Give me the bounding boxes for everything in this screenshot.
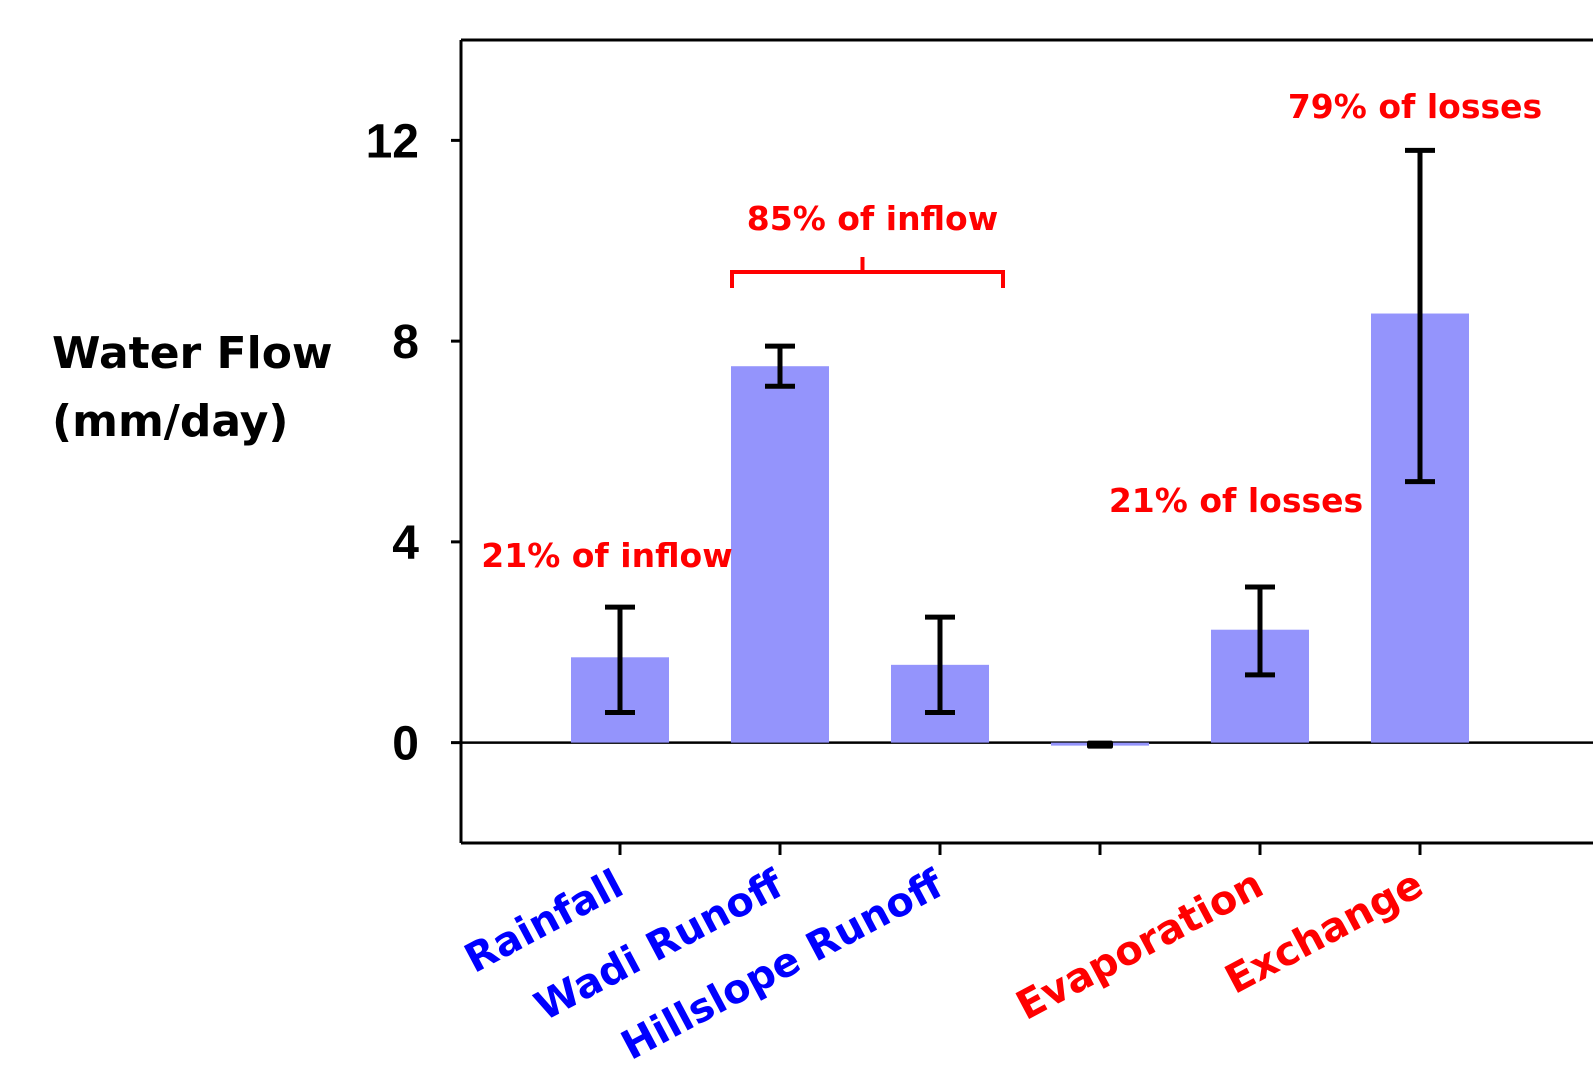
error-bars-group <box>605 147 1435 749</box>
annotation-label: 79% of losses <box>1288 87 1542 126</box>
annotation-label: 21% of losses <box>1109 481 1363 520</box>
bar <box>731 366 829 743</box>
y-tick-label: 12 <box>366 115 419 168</box>
y-ticks-group: 0 4 8 12 <box>366 115 461 771</box>
y-tick-label: 0 <box>392 718 419 771</box>
annotation-bracket <box>730 257 1005 288</box>
bars-group <box>571 313 1469 746</box>
x-ticks-group <box>618 843 1422 855</box>
y-tick-label: 4 <box>392 517 419 570</box>
category-label: Evaporation <box>1009 861 1271 1029</box>
error-bar <box>1087 740 1113 749</box>
annotation-label: 85% of inflow <box>747 199 998 238</box>
annotations-group: 21% of inflow 85% of inflow 21% of losses 7… <box>481 87 1542 575</box>
y-axis-label-line-1: Water Flow <box>52 328 333 379</box>
y-axis-label-line-2: (mm/day) <box>52 396 289 447</box>
y-tick-label: 8 <box>392 316 419 369</box>
annotation-label: 21% of inflow <box>481 536 732 575</box>
